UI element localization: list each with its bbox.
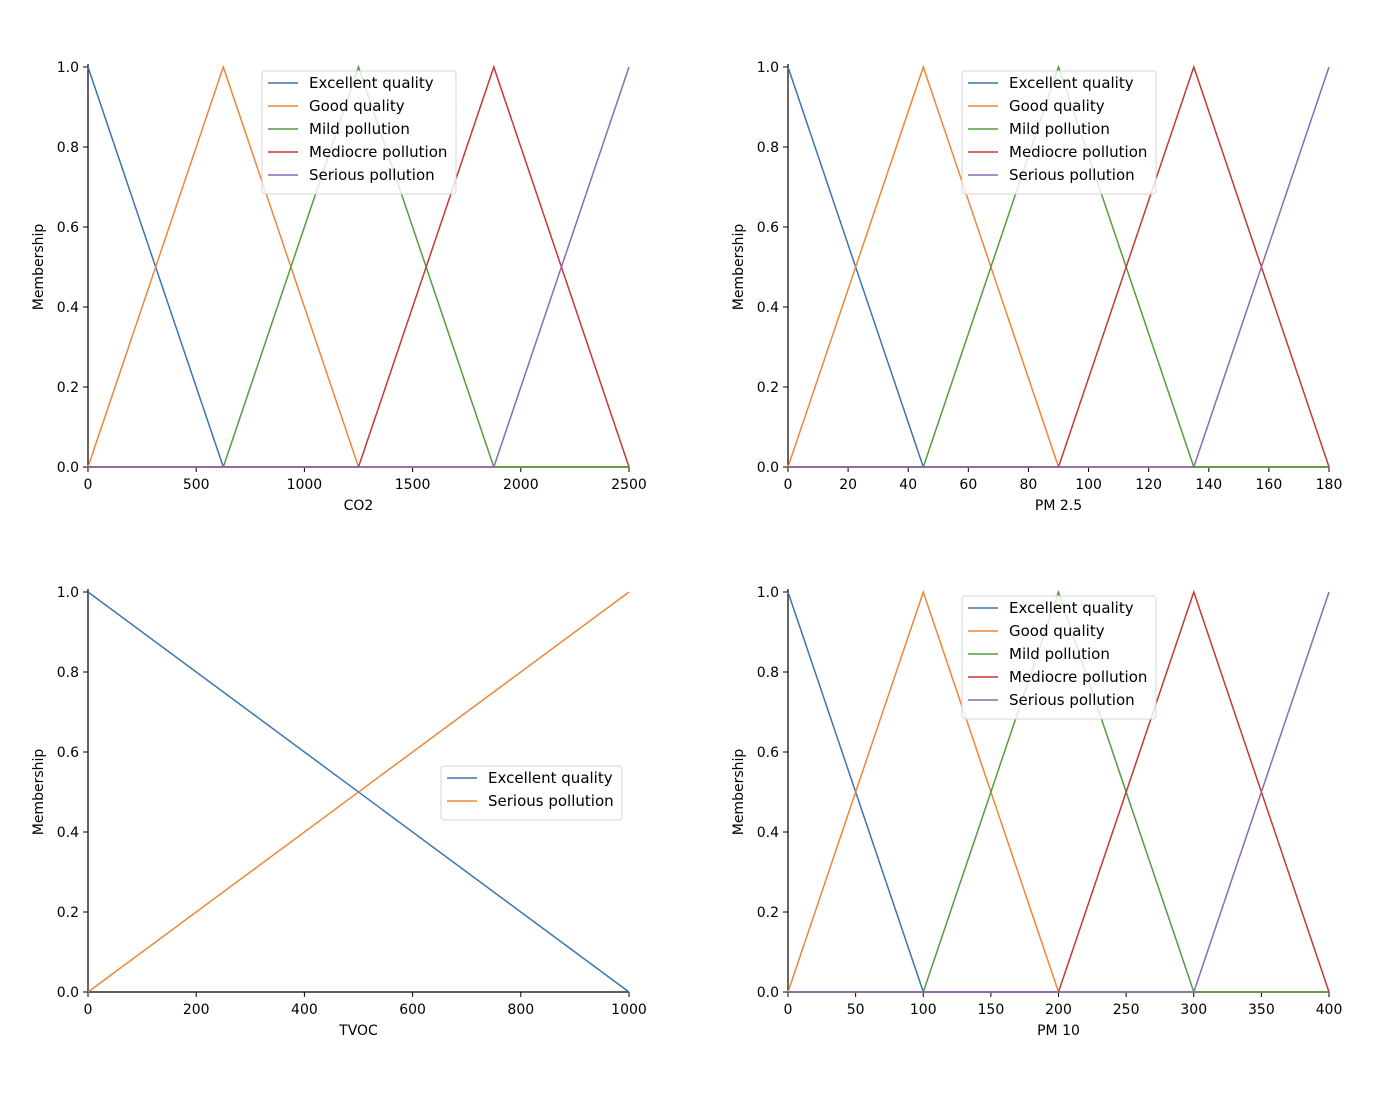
series-line-4 <box>788 66 1330 468</box>
x-tick-label: 250 <box>1113 1002 1140 1018</box>
legend-label: Serious pollution <box>488 792 614 810</box>
y-tick-label: 0.4 <box>57 825 79 841</box>
y-tick-label: 1.0 <box>57 585 79 601</box>
x-axis-title: PM 2.5 <box>1035 498 1082 514</box>
y-tick-label: 0.0 <box>757 460 779 476</box>
legend-label: Mild pollution <box>1009 120 1110 138</box>
legend: Excellent quality Good quality Mild pollut… <box>961 70 1157 195</box>
y-tick-label: 0.2 <box>757 905 779 921</box>
x-axis-title: PM 10 <box>1037 1023 1080 1039</box>
y-axis-title: Membership <box>31 749 47 836</box>
series-line-4 <box>788 591 1330 993</box>
chart-panel-1: 0 20 40 60 80 100 120 140 160 180 0.0 0.2 0.4 0.6 0.8 1… <box>731 60 1342 514</box>
legend-label: Mediocre pollution <box>309 143 447 161</box>
legend-label: Serious pollution <box>1009 166 1135 184</box>
x-tick-label: 120 <box>1135 477 1162 493</box>
x-tick-label: 100 <box>910 1002 937 1018</box>
x-tick-label: 200 <box>1045 1002 1072 1018</box>
legend-label: Good quality <box>1009 97 1105 115</box>
legend-label: Serious pollution <box>1009 691 1135 709</box>
y-tick-label: 0.8 <box>757 665 779 681</box>
x-tick-label: 350 <box>1248 1002 1275 1018</box>
chart-panel-0: 0 500 1000 1500 2000 2500 0.0 0.2 0.4 0.6 0.8 1.0 CO… <box>31 60 647 514</box>
y-axis-title: Membership <box>31 224 47 311</box>
x-tick-label: 0 <box>784 477 793 493</box>
x-tick-label: 20 <box>839 477 857 493</box>
legend-label: Excellent quality <box>1009 599 1134 617</box>
x-tick-label: 100 <box>1075 477 1102 493</box>
y-tick-label: 0.4 <box>57 300 79 316</box>
x-tick-label: 400 <box>291 1002 318 1018</box>
legend-box <box>261 70 457 195</box>
x-tick-label: 200 <box>183 1002 210 1018</box>
chart-panel-3: 0 50 100 150 200 250 300 350 400 0.0 0.2 0.4 0.6 0.8 1… <box>731 585 1342 1039</box>
y-tick-label: 0.0 <box>57 460 79 476</box>
x-tick-label: 2000 <box>503 477 539 493</box>
x-tick-label: 40 <box>899 477 917 493</box>
legend-label: Mediocre pollution <box>1009 143 1147 161</box>
y-tick-label: 0.2 <box>57 380 79 396</box>
x-tick-label: 500 <box>183 477 210 493</box>
y-tick-label: 0.6 <box>57 220 79 236</box>
y-tick-label: 0.0 <box>757 985 779 1001</box>
x-tick-label: 60 <box>959 477 977 493</box>
x-tick-label: 600 <box>399 1002 426 1018</box>
x-tick-label: 400 <box>1316 1002 1343 1018</box>
legend-label: Good quality <box>309 97 405 115</box>
legend-label: Mediocre pollution <box>1009 668 1147 686</box>
legend-label: Good quality <box>1009 622 1105 640</box>
x-tick-label: 1000 <box>611 1002 647 1018</box>
series-line-1 <box>87 591 630 993</box>
chart-panel-2: 0 200 400 600 800 1000 0.0 0.2 0.4 0.6 0.8 1.0 TVOC M… <box>31 585 647 1039</box>
y-tick-label: 0.6 <box>757 745 779 761</box>
y-tick-label: 0.6 <box>57 745 79 761</box>
legend-label: Excellent quality <box>309 74 434 92</box>
legend-label: Mild pollution <box>309 120 410 138</box>
y-axis-title: Membership <box>731 749 747 836</box>
legend-box <box>440 765 623 821</box>
x-tick-label: 800 <box>507 1002 534 1018</box>
y-tick-label: 1.0 <box>757 60 779 76</box>
x-tick-label: 300 <box>1180 1002 1207 1018</box>
x-tick-label: 140 <box>1195 477 1222 493</box>
legend-label: Excellent quality <box>488 769 613 787</box>
x-tick-label: 0 <box>84 477 93 493</box>
y-tick-label: 0.8 <box>57 140 79 156</box>
y-tick-label: 1.0 <box>757 585 779 601</box>
x-tick-label: 150 <box>978 1002 1005 1018</box>
y-tick-label: 0.0 <box>57 985 79 1001</box>
x-tick-label: 1500 <box>395 477 431 493</box>
x-tick-label: 160 <box>1256 477 1283 493</box>
x-axis-title: CO2 <box>344 498 374 514</box>
y-axis-title: Membership <box>731 224 747 311</box>
y-tick-label: 0.4 <box>757 825 779 841</box>
legend-label: Excellent quality <box>1009 74 1134 92</box>
y-tick-label: 0.6 <box>757 220 779 236</box>
y-tick-label: 1.0 <box>57 60 79 76</box>
y-tick-label: 0.4 <box>757 300 779 316</box>
x-tick-label: 180 <box>1316 477 1343 493</box>
x-tick-label: 0 <box>84 1002 93 1018</box>
legend: Excellent quality Serious pollution <box>440 765 623 821</box>
x-tick-label: 1000 <box>287 477 323 493</box>
legend-label: Mild pollution <box>1009 645 1110 663</box>
x-tick-label: 80 <box>1020 477 1038 493</box>
x-tick-label: 2500 <box>611 477 647 493</box>
legend: Excellent quality Good quality Mild pollut… <box>961 595 1157 720</box>
legend-box <box>961 595 1157 720</box>
x-tick-label: 0 <box>784 1002 793 1018</box>
y-tick-label: 0.8 <box>757 140 779 156</box>
legend: Excellent quality Good quality Mild pollut… <box>261 70 457 195</box>
series-line-4 <box>88 66 630 468</box>
x-tick-label: 50 <box>847 1002 865 1018</box>
y-tick-label: 0.2 <box>57 905 79 921</box>
y-tick-label: 0.8 <box>57 665 79 681</box>
legend-box <box>961 70 1157 195</box>
y-tick-label: 0.2 <box>757 380 779 396</box>
legend-label: Serious pollution <box>309 166 435 184</box>
x-axis-title: TVOC <box>338 1023 378 1039</box>
